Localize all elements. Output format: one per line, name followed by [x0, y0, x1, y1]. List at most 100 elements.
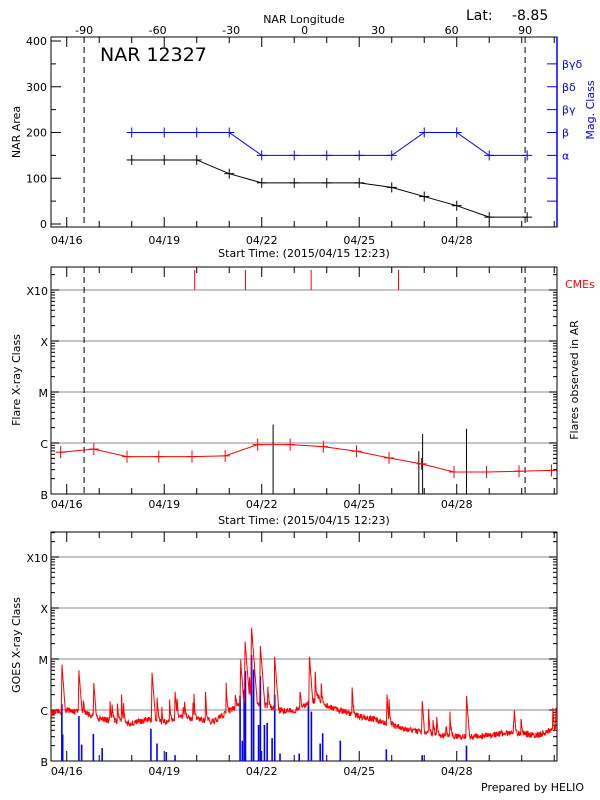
panel1-y-tick-label: 400: [26, 35, 47, 48]
background-flux-point: [351, 445, 362, 458]
panel2-y-tick-label: X10: [26, 285, 48, 298]
panel1-y-tick-label: 200: [26, 127, 47, 140]
longitude-tick-label: 0: [301, 24, 308, 37]
mag-class-point: [256, 150, 267, 161]
panel3-y-tick-label: C: [40, 705, 48, 718]
panel1-y-tick-label: 100: [26, 172, 47, 185]
panel2-y-tick-label: X: [40, 336, 48, 349]
background-flux-point: [318, 440, 329, 453]
mag-class-point: [386, 150, 397, 161]
nar-area-line: [131, 159, 528, 218]
panel3-x-tick-label: 04/16: [51, 765, 83, 778]
panel2-frame: [50, 266, 558, 495]
mag-class-point: [159, 127, 170, 138]
longitude-tick-label: 30: [371, 24, 385, 37]
footer-credit: Prepared by HELIO: [481, 781, 584, 794]
mag-class-point: [126, 127, 137, 138]
nar-area-point: [191, 154, 202, 165]
mag-class-point: [419, 127, 430, 138]
mag-class-line: [131, 132, 528, 156]
background-flux-point: [252, 438, 263, 451]
mag-class-tick-label: βγ: [562, 104, 576, 117]
y-axis-label-area: NAR Area: [10, 106, 23, 158]
background-flux-point: [514, 465, 525, 478]
mag-class-point: [191, 127, 202, 138]
nar-area-point: [386, 182, 397, 193]
nar-area-point: [159, 154, 170, 165]
nar-area-point: [126, 154, 137, 165]
background-flux-point: [153, 450, 164, 463]
panel1-y-tick-label: 300: [26, 81, 47, 94]
background-flux-point: [481, 466, 492, 479]
panel1-x-tick-label: 04/28: [441, 234, 473, 247]
mag-class-point: [522, 150, 533, 161]
panel3-y-tick-label: M: [39, 654, 49, 667]
longitude-tick-label: 90: [518, 24, 532, 37]
panel3-frame: [50, 531, 558, 762]
x-axis-label-2: Start Time: (2015/04/15 12:23): [218, 514, 390, 527]
panel1-x-tick-label: 04/19: [148, 234, 180, 247]
background-flux-point: [285, 438, 296, 451]
mag-class-point: [289, 150, 300, 161]
chart-title: NAR 12327: [100, 44, 207, 66]
panel3-x-tick-label: 04/28: [441, 765, 473, 778]
background-flux-point: [121, 450, 132, 463]
panel3-x-tick-label: 04/22: [246, 765, 278, 778]
nar-area-point: [451, 200, 462, 211]
background-flux-line: [60, 444, 552, 473]
lat-value: -8.85: [512, 8, 548, 24]
y-axis-label-goes: GOES X-ray Class: [10, 597, 23, 693]
panel2-x-tick-label: 04/16: [51, 498, 83, 511]
nar-area-point: [289, 177, 300, 188]
panel2-y-tick-label: M: [39, 387, 49, 400]
panel1-x-tick-label: 04/22: [246, 234, 278, 247]
nar-area-point: [224, 168, 235, 179]
panel2-y-tick-label: B: [40, 489, 48, 502]
nar-area-point: [256, 177, 267, 188]
panel3-x-tick-label: 04/25: [343, 765, 375, 778]
panel3-y-tick-label: X10: [26, 552, 48, 565]
top-axis-label: NAR Longitude: [263, 13, 345, 26]
nar-area-point: [321, 177, 332, 188]
nar-area-point: [522, 212, 533, 223]
panel3-x-tick-label: 04/19: [148, 765, 180, 778]
background-flux-point: [186, 450, 197, 463]
y-axis-label-flare: Flare X-ray Class: [10, 334, 23, 426]
mag-class-tick-label: α: [562, 149, 569, 162]
panel2-x-tick-label: 04/22: [246, 498, 278, 511]
longitude-tick-label: -30: [222, 24, 240, 37]
background-flux-point: [88, 443, 99, 456]
goes-flux-line: [50, 627, 558, 741]
mag-class-point: [484, 150, 495, 161]
panel2-x-tick-label: 04/28: [441, 498, 473, 511]
mag-class-point: [321, 150, 332, 161]
nar-area-point: [484, 212, 495, 223]
panel2-x-tick-label: 04/25: [343, 498, 375, 511]
background-flux-point: [416, 457, 427, 470]
panel2-y-tick-label: C: [40, 438, 48, 451]
longitude-tick-label: -90: [75, 24, 93, 37]
longitude-tick-label: 60: [445, 24, 459, 37]
mag-class-tick-label: βδ: [562, 81, 576, 94]
mag-class-point: [224, 127, 235, 138]
panel1-x-tick-label: 04/25: [343, 234, 375, 247]
background-flux-point: [384, 451, 395, 464]
y-axis-label-mag-class: Mag. Class: [584, 80, 597, 139]
background-flux-point: [546, 464, 557, 477]
nar-area-point: [354, 177, 365, 188]
nar-area-point: [419, 191, 430, 202]
panel1-y-tick-label: 0: [40, 218, 47, 231]
lat-label: Lat:: [466, 8, 493, 24]
panel3-y-tick-label: B: [40, 756, 48, 769]
x-axis-label-1: Start Time: (2015/04/15 12:23): [218, 247, 390, 260]
mag-class-point: [354, 150, 365, 161]
background-flux-point: [220, 449, 231, 462]
cme-label: CMEs: [565, 278, 595, 291]
mag-class-tick-label: βγδ: [562, 58, 583, 71]
panel3-y-tick-label: X: [40, 603, 48, 616]
mag-class-point: [451, 127, 462, 138]
longitude-tick-label: -60: [149, 24, 167, 37]
panel1-x-tick-label: 04/16: [51, 234, 83, 247]
background-flux-point: [449, 466, 460, 479]
